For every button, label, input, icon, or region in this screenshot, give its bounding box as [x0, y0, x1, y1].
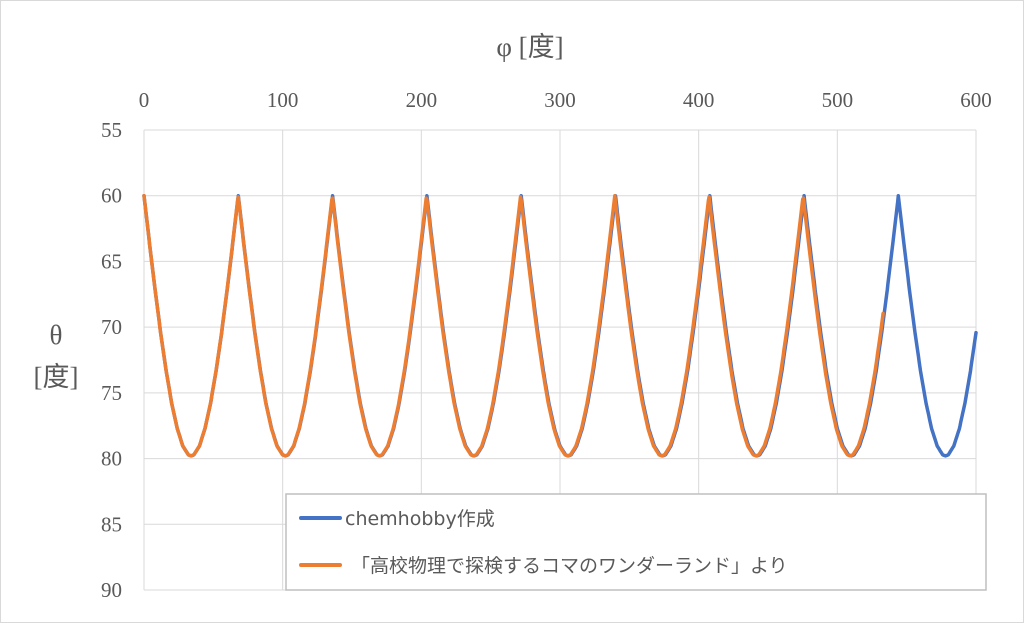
- y-tick-label: 55: [101, 118, 122, 142]
- x-tick-label: 0: [139, 88, 150, 112]
- y-tick-label: 65: [101, 249, 122, 273]
- legend: chemhobby作成 「高校物理で探検するコマのワンダーランド」より: [285, 493, 987, 591]
- x-tick-label: 500: [822, 88, 854, 112]
- legend-label-wonderland: 「高校物理で探検するコマのワンダーランド」より: [351, 555, 788, 577]
- y-tick-label: 70: [101, 315, 122, 339]
- series-lines: [142, 193, 978, 458]
- legend-box: [285, 493, 987, 591]
- x-tick-label: 600: [960, 88, 992, 112]
- y-axis-title-line2: [度]: [34, 362, 79, 392]
- x-tick-label: 300: [544, 88, 576, 112]
- x-tick-label: 100: [267, 88, 299, 112]
- y-tick-label: 85: [101, 512, 122, 536]
- legend-label-chemhobby: chemhobby作成: [345, 508, 495, 530]
- y-tick-label: 60: [101, 184, 122, 208]
- tick-labels: 0 100 200 300 400 500 600 55 60 65 70 75 80 85 90: [101, 88, 992, 602]
- y-tick-label: 90: [101, 578, 122, 602]
- x-axis-title: φ [度]: [496, 32, 563, 62]
- series-line-1: [142, 193, 885, 458]
- y-axis-title-line1: θ: [50, 320, 63, 350]
- x-tick-label: 200: [406, 88, 438, 112]
- y-tick-label: 80: [101, 447, 122, 471]
- y-tick-label: 75: [101, 381, 122, 405]
- x-tick-label: 400: [683, 88, 715, 112]
